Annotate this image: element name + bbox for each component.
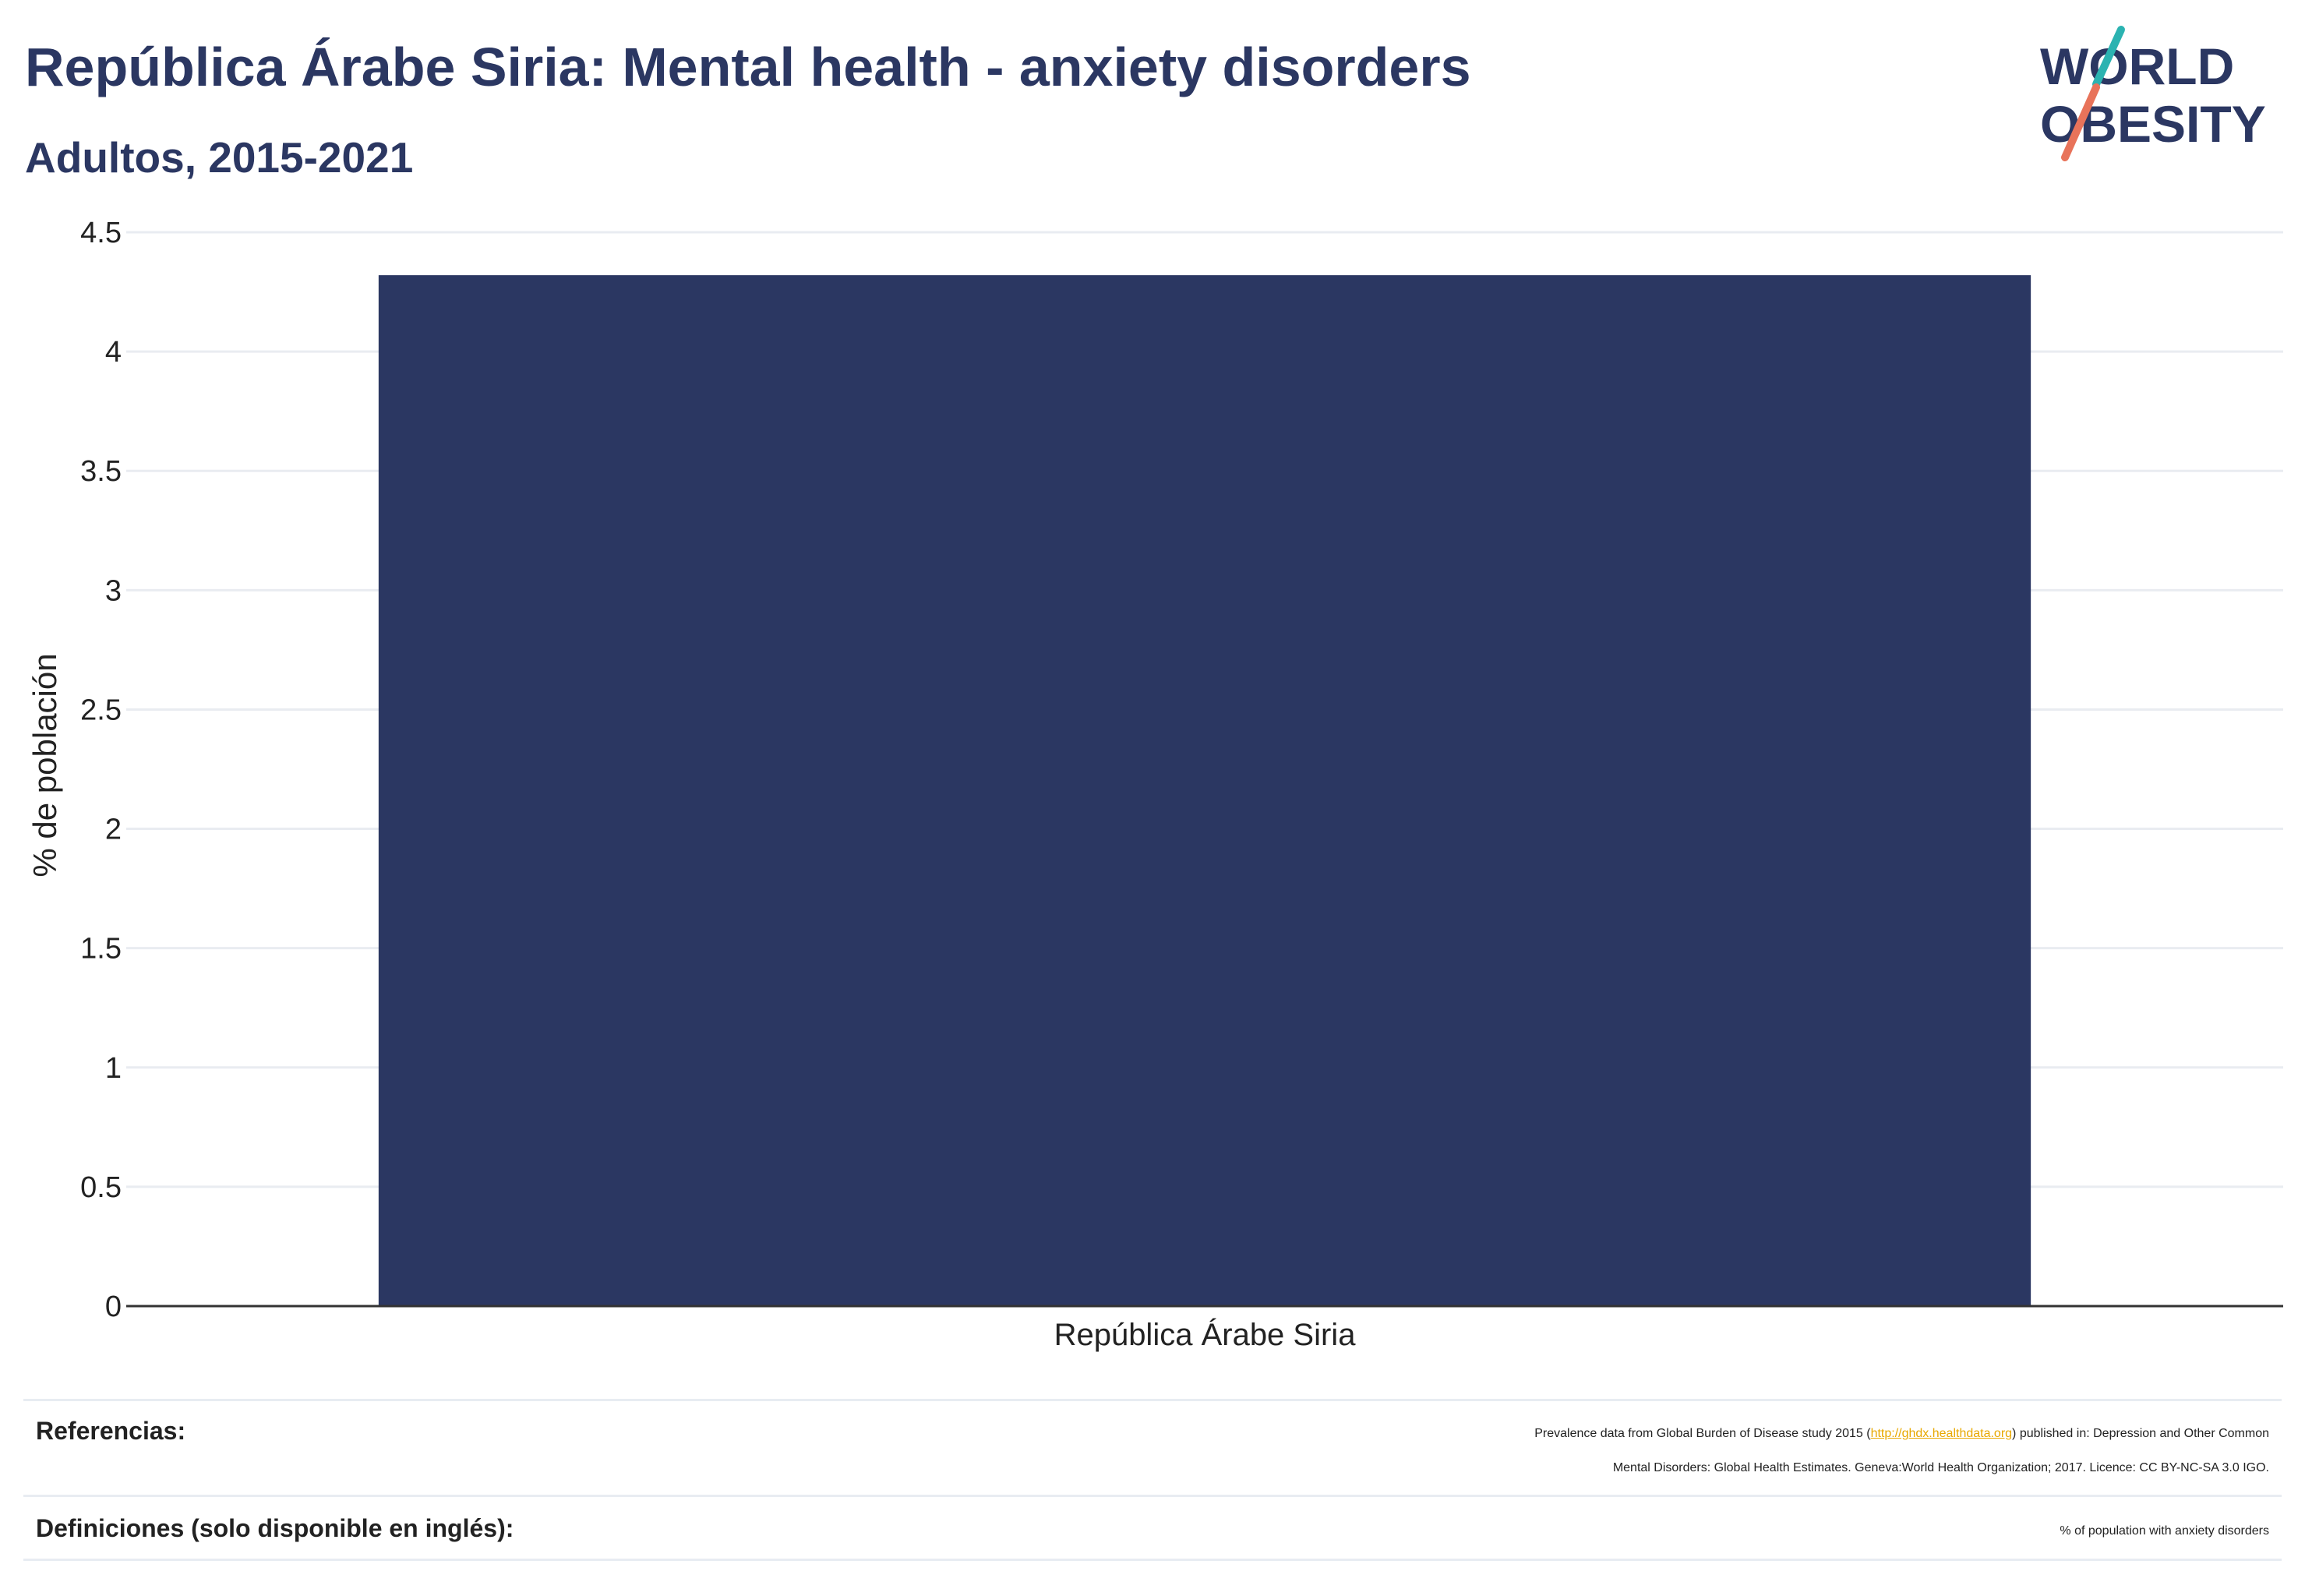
y-tick-label: 3: [105, 574, 122, 607]
y-tick-label: 0: [105, 1291, 122, 1323]
definitions-text: % of population with anxiety disorders: [2060, 1524, 2269, 1538]
world-obesity-logo: WORLD OBESITY: [2040, 26, 2266, 161]
y-tick-label: 0.5: [80, 1171, 122, 1204]
logo-text-world: WORLD: [2040, 37, 2234, 95]
bars: [378, 275, 2031, 1306]
references-label: Referencias:: [36, 1417, 186, 1445]
y-tick-label: 1: [105, 1052, 122, 1085]
y-tick-label: 4: [105, 336, 122, 369]
y-tick-label: 4.5: [80, 217, 122, 249]
chart-subtitle: Adultos, 2015-2021: [25, 133, 414, 182]
y-tick-label: 3.5: [80, 455, 122, 488]
y-tick-label: 1.5: [80, 933, 122, 966]
ghdx-link[interactable]: http://ghdx.healthdata.org: [1870, 1427, 2013, 1440]
references-row: Referencias: Prevalence data from Global…: [23, 1399, 2282, 1497]
bar-chart: 0 0.5 1 1.5 2 2.5 3 3.5 4 4.5 República Árabe Sir…: [26, 217, 2283, 1352]
bar[interactable]: [378, 275, 2031, 1306]
x-category-label: República Árabe Siria: [1054, 1317, 1357, 1352]
y-tick-label: 2.5: [80, 694, 122, 726]
chart-title: República Árabe Siria: Mental health - a…: [25, 37, 1471, 97]
y-tick-labels: 0 0.5 1 1.5 2 2.5 3 3.5 4 4.5: [80, 217, 122, 1323]
definitions-label: Definiciones (solo disponible en inglés)…: [36, 1514, 514, 1542]
references-text: Prevalence data from Global Burden of Di…: [1534, 1427, 2269, 1474]
logo-slash-teal: [2092, 26, 2125, 88]
y-axis-label: % de población: [26, 653, 63, 877]
definitions-row: Definiciones (solo disponible en inglés)…: [23, 1497, 2282, 1561]
logo-slash-coral: [2061, 83, 2100, 161]
y-tick-label: 2: [105, 814, 122, 846]
x-category-labels: República Árabe Siria: [1054, 1317, 1357, 1352]
